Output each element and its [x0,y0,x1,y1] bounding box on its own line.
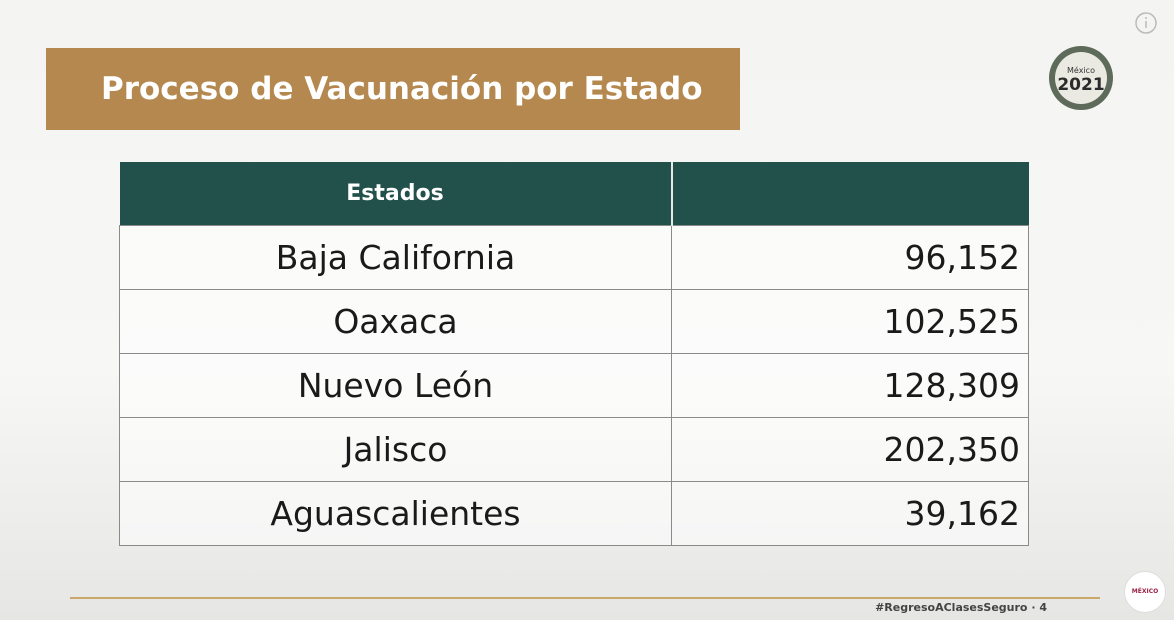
footer-line [70,597,1100,599]
footer-hashtag: #RegresoAClasesSeguro · 4 [875,601,1047,614]
column-header-empty [670,162,1029,226]
state-name: Aguascalientes [119,481,672,546]
title-banner: Proceso de Vacunación por Estado [46,48,740,130]
table-row: Aguascalientes 39,162 [119,481,1029,546]
vaccination-count: 96,152 [671,225,1029,290]
vaccination-count: 102,525 [671,289,1029,354]
vaccination-count: 128,309 [671,353,1029,418]
info-button[interactable] [1134,11,1158,35]
gov-badge: MÉXICO [1124,571,1166,613]
state-name: Oaxaca [119,289,672,354]
info-circle [1135,12,1157,34]
state-name: Nuevo León [119,353,672,418]
info-dot [1145,17,1147,19]
table-row: Nuevo León 128,309 [119,353,1029,418]
slide-title: Proceso de Vacunación por Estado [101,71,703,107]
state-name: Jalisco [119,417,672,482]
state-name: Baja California [119,225,672,290]
table-body: Baja California 96,152 Oaxaca 102,525 Nuevo … [119,225,1029,546]
vaccination-count: 39,162 [671,481,1029,546]
data-table: Estados Baja California 96,152 Oaxaca 102,5… [119,162,1029,546]
vaccination-count: 202,350 [671,417,1029,482]
logo-year: 2021 [1057,75,1104,95]
logo: México 2021 [1049,46,1113,110]
column-header: Estados [119,162,672,226]
logo-inner [1055,52,1107,104]
logo-text: México [1067,65,1095,75]
table-row: Jalisco 202,350 [119,417,1029,482]
header-row: Estados [119,162,1029,226]
table-row: Oaxaca 102,525 [119,289,1029,354]
table-row: Baja California 96,152 [119,225,1029,290]
